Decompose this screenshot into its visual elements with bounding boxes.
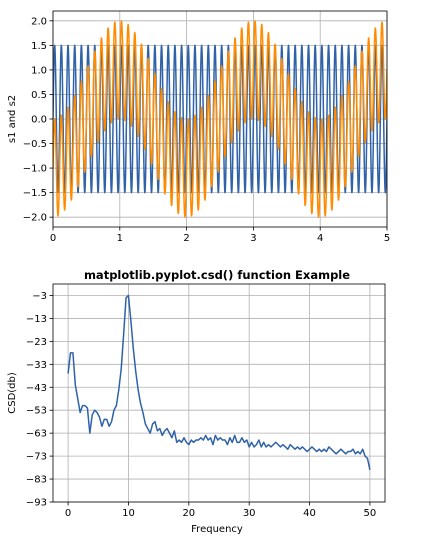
top-y-tick-label: 1.0	[31, 65, 47, 76]
top-x-tick-label: 5	[384, 233, 390, 244]
top-y-ticks: −2.0 −1.5 −1.0 −0.5 0.0 0.5 1.0 1.5 2.0	[23, 16, 53, 224]
bottom-plot-background	[53, 284, 385, 502]
top-y-tick-label: −2.0	[23, 213, 47, 224]
bottom-y-tick-label: −23	[26, 337, 47, 348]
bottom-y-tick-label: −43	[26, 383, 47, 394]
bottom-y-ticks: −93 −83 −73 −63 −53 −43 −33 −23 −13 −3	[26, 291, 53, 509]
top-x-tick-label: 0	[50, 233, 56, 244]
bottom-y-tick-label: −93	[26, 498, 47, 509]
top-y-tick-label: −1.5	[23, 188, 47, 199]
bottom-x-tick-label: 10	[122, 508, 135, 519]
bottom-x-axis-label: Frequency	[191, 524, 243, 535]
top-y-axis-label: s1 and s2	[7, 95, 18, 143]
top-y-tick-label: −0.5	[23, 139, 47, 150]
bottom-y-tick-label: −3	[32, 291, 47, 302]
bottom-y-tick-label: −73	[26, 452, 47, 463]
top-x-ticks: 0 1 2 3 4 5	[50, 227, 390, 244]
bottom-x-tick-label: 20	[182, 508, 195, 519]
bottom-y-tick-label: −33	[26, 360, 47, 371]
top-x-tick-label: 4	[317, 233, 323, 244]
top-y-tick-label: −1.0	[23, 164, 47, 175]
bottom-y-tick-label: −63	[26, 429, 47, 440]
bottom-axes-frame	[52, 283, 386, 503]
series-s2-line	[53, 20, 387, 218]
top-y-tick-label: 0.0	[31, 115, 47, 126]
bottom-chart-title: matplotlib.pyplot.csd() function Example	[84, 268, 350, 282]
top-series-group	[53, 20, 387, 218]
top-y-tick-label: 1.5	[31, 41, 47, 52]
bottom-series-group	[67, 294, 371, 471]
top-y-tick-label: 0.5	[31, 90, 47, 101]
top-y-tick-label: 2.0	[31, 16, 47, 27]
csd-series-line	[67, 294, 371, 471]
bottom-x-tick-label: 40	[303, 508, 316, 519]
top-x-tick-label: 2	[183, 233, 189, 244]
bottom-x-tick-label: 0	[65, 508, 71, 519]
top-x-tick-label: 1	[117, 233, 123, 244]
bottom-grid	[53, 284, 385, 503]
bottom-y-tick-label: −53	[26, 406, 47, 417]
top-subplot: 0 1 2 3 4 5 −2.0 −1.5 −1.0 −0.5 0.0 0.5 1.0 1.5 2.0 s…	[7, 10, 390, 244]
bottom-x-tick-label: 30	[243, 508, 256, 519]
bottom-y-tick-label: −83	[26, 475, 47, 486]
top-x-tick-label: 3	[250, 233, 256, 244]
bottom-subplot: matplotlib.pyplot.csd() function Example…	[7, 268, 386, 535]
bottom-y-tick-label: −13	[26, 314, 47, 325]
bottom-x-ticks: 0 10 20 30 40 50	[65, 502, 376, 519]
bottom-y-axis-label: CSD(db)	[7, 372, 18, 414]
bottom-x-tick-label: 50	[364, 508, 377, 519]
